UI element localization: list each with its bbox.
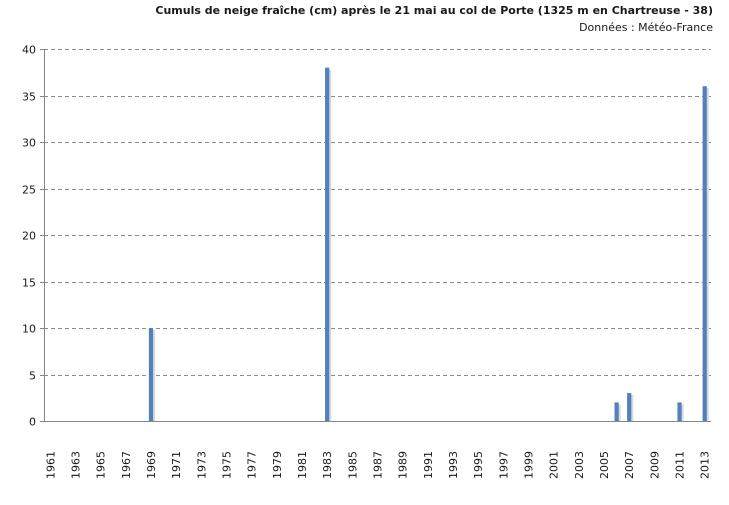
y-tick-label: 30	[22, 137, 36, 150]
x-tick-label: 1973	[195, 451, 208, 479]
x-tick-label: 1987	[372, 451, 385, 479]
y-tick-label: 5	[29, 370, 36, 383]
x-tick-label: 1961	[44, 451, 57, 479]
x-tick-label: 1981	[296, 451, 309, 479]
x-tick-label: 1983	[321, 451, 334, 479]
x-tick-label: 2001	[548, 451, 561, 479]
x-tick-label: 1991	[422, 451, 435, 479]
y-tick-label: 15	[22, 277, 36, 290]
x-tick-label: 2007	[623, 451, 636, 479]
y-tick-label: 10	[22, 323, 36, 336]
bar-2006	[614, 402, 619, 421]
x-tick-label: 1969	[145, 451, 158, 479]
x-tick-label: 1995	[472, 451, 485, 479]
x-tick-label: 1967	[120, 451, 133, 479]
x-tick-label: 1971	[170, 451, 183, 479]
x-tick-label: 1965	[95, 451, 108, 479]
x-axis-tick-labels: 1961 1963 1965 1967 1969 1971 1973 1975 1977 1979…	[44, 451, 711, 479]
axes	[40, 49, 711, 422]
y-axis-tick-labels: 0 5 10 15 20 25 30 35 40	[22, 44, 36, 429]
chart-title: Cumuls de neige fraîche (cm) après le 21…	[155, 4, 713, 17]
x-tick-label: 2009	[648, 451, 661, 479]
x-tick-label: 1963	[69, 451, 82, 479]
x-tick-label: 2005	[598, 451, 611, 479]
bars	[148, 67, 709, 421]
x-tick-label: 1997	[497, 451, 510, 479]
grid-lines	[44, 49, 711, 376]
y-tick-label: 35	[22, 91, 36, 104]
x-tick-label: 2003	[573, 451, 586, 479]
y-tick-label: 25	[22, 184, 36, 197]
bar-1983	[325, 67, 330, 421]
x-tick-label: 1977	[246, 451, 259, 479]
bar-1969	[148, 328, 154, 421]
bar-2013	[702, 86, 707, 421]
chart-subtitle: Données : Météo-France	[579, 21, 713, 34]
bar-2007	[627, 393, 632, 421]
x-tick-label: 1999	[523, 451, 536, 479]
x-tick-label: 1975	[220, 451, 233, 479]
bar-2011	[677, 402, 682, 421]
y-tick-label: 20	[22, 230, 36, 243]
x-tick-label: 1993	[447, 451, 460, 479]
x-tick-label: 1985	[346, 451, 359, 479]
x-tick-label: 1979	[271, 451, 284, 479]
y-tick-label: 40	[22, 44, 36, 57]
x-tick-label: 2011	[674, 451, 687, 479]
x-tick-label: 1989	[397, 451, 410, 479]
x-tick-label: 2013	[699, 451, 712, 479]
y-tick-label: 0	[29, 416, 36, 429]
